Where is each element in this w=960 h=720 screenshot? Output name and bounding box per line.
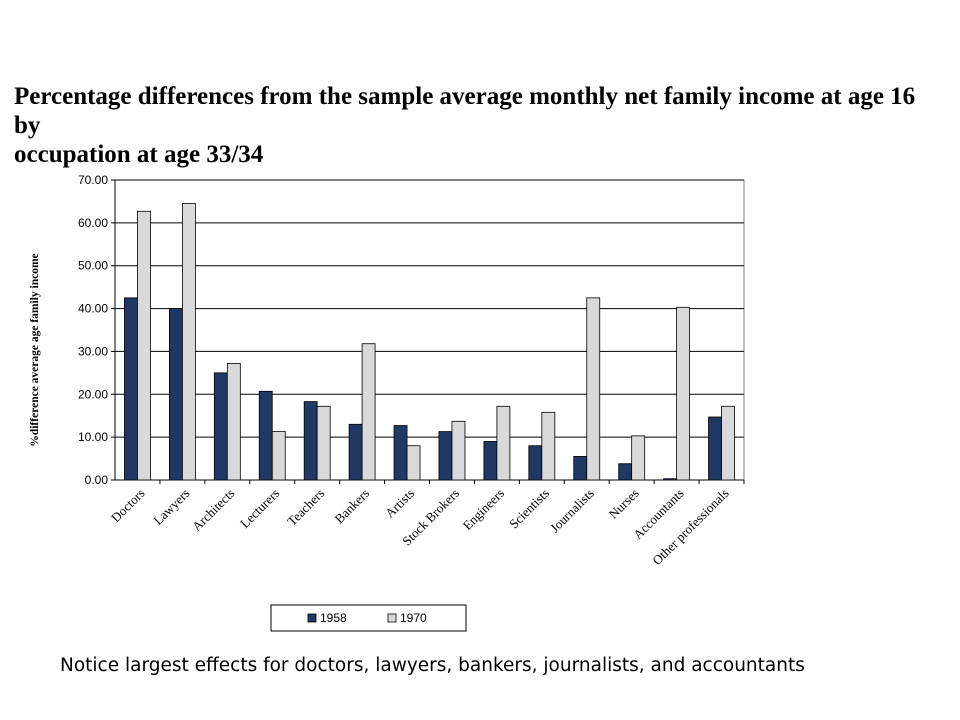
x-category-label: Artists: [382, 486, 417, 521]
chart-title-line-1: Percentage differences from the sample a…: [14, 83, 916, 139]
y-tick-label: 10.00: [78, 430, 108, 444]
bar-1958-bankers: [348, 423, 363, 481]
x-category-label: Lecturers: [237, 486, 282, 531]
bar-1958-engineers: [483, 441, 498, 481]
legend-swatch-1970: [387, 613, 397, 623]
y-tick-label: 50.00: [78, 259, 108, 273]
bar-1970-lawyers: [181, 203, 196, 481]
bar-1970-lecturers: [271, 431, 286, 481]
bar-1970-nurses: [631, 435, 646, 481]
x-category-label: Architects: [189, 486, 237, 534]
legend-box: [270, 604, 467, 632]
x-category-label: Engineers: [460, 486, 507, 533]
bar-1958-artists: [393, 425, 408, 481]
legend-swatch-1958: [307, 613, 317, 623]
x-category-label: Other professionals: [649, 486, 731, 568]
y-tick-label: 0.00: [85, 473, 109, 487]
legend-label-1958: 1958: [320, 611, 347, 625]
y-tick-label: 60.00: [78, 216, 108, 230]
bar-1958-lecturers: [258, 390, 273, 481]
x-category-label: Journalists: [547, 486, 597, 536]
bar-1958-scientists: [528, 445, 543, 481]
bar-1970-artists: [406, 445, 421, 481]
bar-1958-journalists: [573, 456, 588, 481]
bar-1970-doctors: [137, 210, 151, 481]
bar-1970-accountants: [676, 306, 691, 481]
y-tick-label: 30.00: [78, 344, 108, 358]
bar-1970-other-professionals: [721, 405, 735, 481]
bar-1970-architects: [226, 363, 241, 481]
y-axis-label: %difference average age family income: [29, 253, 41, 446]
y-tick-label: 70.00: [78, 173, 108, 187]
x-category-label: Nurses: [606, 486, 642, 522]
bar-1970-journalists: [586, 297, 601, 481]
chart-title-line-2: occupation at age 33/34: [14, 141, 264, 168]
legend-label-1970: 1970: [400, 611, 427, 625]
bar-1970-teachers: [316, 405, 331, 481]
bar-1958-doctors: [124, 297, 138, 481]
x-category-label: Lawyers: [150, 486, 192, 528]
bar-1970-bankers: [361, 343, 376, 481]
x-category-label: Teachers: [284, 486, 327, 529]
y-tick-label: 20.00: [78, 387, 108, 401]
bar-1958-stock-brokers: [438, 431, 453, 481]
bar-1958-other-professionals: [708, 416, 722, 481]
bar-1958-lawyers: [168, 308, 183, 481]
bar-1970-engineers: [496, 405, 511, 481]
x-category-label: Doctors: [108, 486, 148, 526]
bar-1970-scientists: [541, 411, 556, 481]
chart-title: Percentage differences from the sample a…: [14, 82, 944, 169]
x-category-label: Scientists: [506, 486, 552, 532]
footnote: Notice largest effects for doctors, lawy…: [60, 655, 805, 676]
plot-area: [114, 179, 745, 481]
bar-1970-stock-brokers: [451, 420, 466, 481]
x-category-label: Bankers: [331, 486, 372, 527]
bar-1958-accountants: [663, 478, 678, 481]
bar-1958-nurses: [618, 463, 633, 481]
y-tick-label: 40.00: [78, 302, 108, 316]
bar-1958-teachers: [303, 401, 318, 481]
bar-1958-architects: [213, 372, 228, 481]
